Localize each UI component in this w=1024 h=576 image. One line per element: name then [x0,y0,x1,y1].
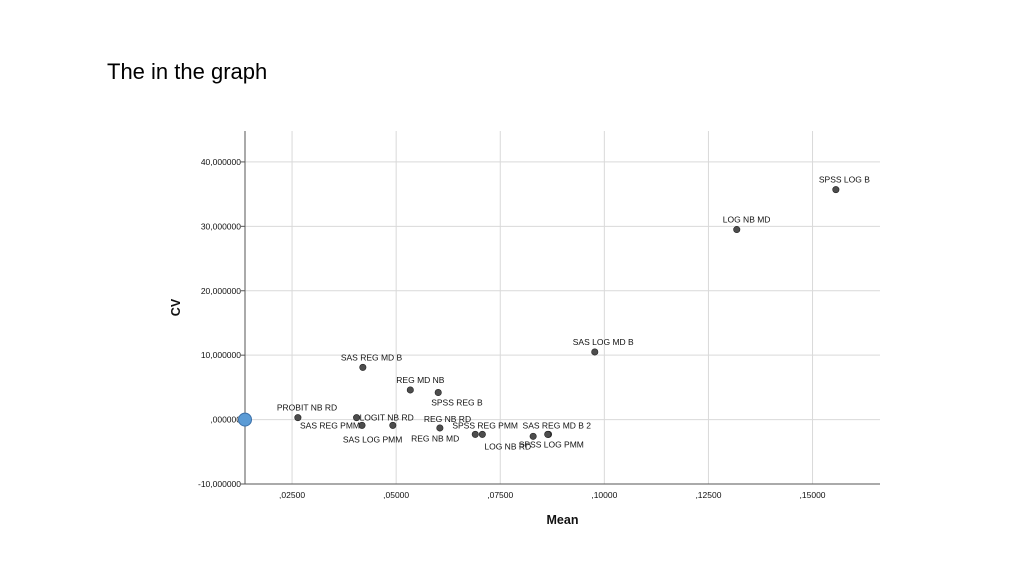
point-label: SPSS LOG B [819,175,870,185]
data-point [591,348,599,356]
axes [241,131,880,485]
point-labels: SPSS LOG B LOG NB MD SAS LOG MD B SAS REG M… [277,175,870,452]
x-axis-title: Mean [547,513,579,527]
data-point [434,389,442,397]
data-point [359,363,367,371]
y-tick-label: 10,000000 [201,350,241,360]
point-label: SAS REG MD B 2 [523,420,592,430]
data-point [544,430,552,438]
y-tick-label: -10,000000 [198,479,241,489]
x-tick-label: ,12500 [695,490,721,500]
data-point [478,430,486,438]
data-point [471,430,479,438]
x-tick-label: ,15000 [800,490,826,500]
y-tick-label: 20,000000 [201,286,241,296]
y-axis-title: CV [169,298,183,316]
point-label: SAS LOG MD B [573,337,634,347]
point-label: LOG NB MD [723,215,771,225]
highlighted-point [238,412,252,427]
x-tick-label: ,07500 [487,490,513,500]
point-label: SAS REG PMM [300,420,360,430]
gridlines [245,131,880,485]
point-label: LOG NB RD [484,441,531,451]
y-tick-label: ,000000 [210,415,241,425]
data-points [238,186,840,440]
data-point [436,424,444,432]
data-point [294,414,302,422]
data-point [529,432,537,440]
y-tick-label: 30,000000 [201,221,241,231]
point-label: SPSS REG PMM [452,420,518,430]
data-point [733,226,741,234]
data-point [389,421,397,429]
y-tick-label: 40,000000 [201,157,241,167]
x-tick-label: ,10000 [591,490,617,500]
point-label: SPSS LOG PMM [519,439,584,449]
data-point [406,386,414,394]
data-point [353,414,361,422]
data-point [358,421,366,429]
slide-title: The in the graph [107,59,268,84]
data-point [832,186,840,194]
point-label: SPSS REG B [431,398,483,408]
point-label: SAS LOG PMM [343,434,403,444]
point-label: REG NB RD [424,414,471,424]
point-label: LOGIT NB RD [360,413,414,423]
point-label: SAS REG MD B [341,352,403,362]
point-label: REG NB MD [411,433,459,443]
tick-labels: ,02500 ,05000 ,07500 ,10000 ,12500 ,15000 40,0… [198,157,826,500]
point-label: REG MD NB [396,375,445,385]
x-tick-label: ,02500 [279,490,305,500]
point-label: PROBIT NB RD [277,403,337,413]
x-tick-label: ,05000 [383,490,409,500]
